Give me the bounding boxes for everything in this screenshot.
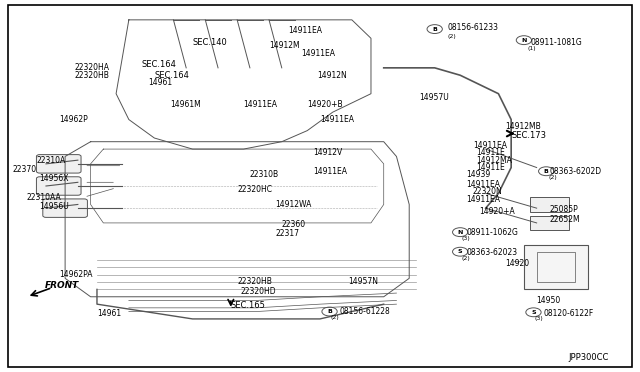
Text: 14912V: 14912V bbox=[314, 148, 343, 157]
Text: 14961: 14961 bbox=[148, 78, 172, 87]
Text: 22310B: 22310B bbox=[250, 170, 279, 179]
Text: 22320HD: 22320HD bbox=[241, 287, 276, 296]
Text: 14911EA: 14911EA bbox=[288, 26, 322, 35]
Bar bbox=[531, 197, 568, 212]
Text: 22317: 22317 bbox=[275, 230, 300, 238]
Text: 14911EA: 14911EA bbox=[467, 180, 500, 189]
Text: 22320N: 22320N bbox=[473, 187, 502, 196]
Text: 08911-1062G: 08911-1062G bbox=[467, 228, 518, 237]
Text: FRONT: FRONT bbox=[45, 281, 79, 290]
Text: 08156-61228: 08156-61228 bbox=[339, 307, 390, 316]
Text: 14911EA: 14911EA bbox=[301, 49, 335, 58]
Text: 14939: 14939 bbox=[467, 170, 491, 179]
FancyBboxPatch shape bbox=[36, 155, 81, 173]
Text: 14912WA: 14912WA bbox=[275, 200, 312, 209]
Text: 22310AA: 22310AA bbox=[27, 193, 61, 202]
Text: 14920+B: 14920+B bbox=[307, 100, 343, 109]
Text: B: B bbox=[327, 309, 332, 314]
Text: 14911EA: 14911EA bbox=[473, 141, 507, 150]
Bar bbox=[524, 245, 588, 289]
Text: 14962P: 14962P bbox=[59, 115, 88, 124]
Text: 14911EA: 14911EA bbox=[314, 167, 348, 176]
Text: (2): (2) bbox=[447, 34, 456, 39]
Text: 08120-6122F: 08120-6122F bbox=[543, 309, 593, 318]
Text: 14912MA: 14912MA bbox=[476, 155, 512, 165]
Text: 14956X: 14956X bbox=[40, 174, 69, 183]
Text: SEC.173: SEC.173 bbox=[511, 131, 546, 140]
Text: JPP300CC: JPP300CC bbox=[568, 353, 609, 362]
Text: 14957N: 14957N bbox=[349, 278, 379, 286]
Text: 14911E: 14911E bbox=[476, 163, 505, 172]
Text: S: S bbox=[458, 249, 463, 254]
Text: 08363-6202D: 08363-6202D bbox=[549, 167, 602, 176]
Text: (3): (3) bbox=[461, 236, 470, 241]
Text: 14911EA: 14911EA bbox=[467, 195, 500, 204]
Bar bbox=[531, 215, 568, 230]
Text: SEC.165: SEC.165 bbox=[231, 301, 266, 311]
Text: B: B bbox=[544, 169, 548, 174]
Text: (2): (2) bbox=[461, 256, 470, 261]
Text: 08911-1081G: 08911-1081G bbox=[531, 38, 582, 46]
Text: 14911EA: 14911EA bbox=[244, 100, 278, 109]
Text: 22320HA: 22320HA bbox=[75, 63, 109, 72]
Text: 14950: 14950 bbox=[537, 296, 561, 305]
Text: 14957U: 14957U bbox=[419, 93, 449, 102]
Text: N: N bbox=[521, 38, 527, 43]
Text: (1): (1) bbox=[527, 46, 536, 51]
Text: N: N bbox=[458, 230, 463, 235]
Text: S: S bbox=[531, 310, 536, 315]
Text: 22320HB: 22320HB bbox=[237, 278, 272, 286]
FancyBboxPatch shape bbox=[43, 199, 88, 217]
Text: 14912M: 14912M bbox=[269, 41, 300, 50]
Bar bbox=[537, 253, 575, 282]
Text: 22310A: 22310A bbox=[36, 155, 66, 165]
Text: 08363-62023: 08363-62023 bbox=[467, 248, 518, 257]
Text: 14962PA: 14962PA bbox=[59, 270, 92, 279]
FancyBboxPatch shape bbox=[36, 177, 81, 195]
Text: (2): (2) bbox=[331, 315, 340, 320]
Text: 14961M: 14961M bbox=[170, 100, 201, 109]
Text: 14911EA: 14911EA bbox=[320, 115, 354, 124]
Text: SEC.164: SEC.164 bbox=[141, 60, 177, 69]
Text: 14912N: 14912N bbox=[317, 71, 347, 80]
Text: 14912MB: 14912MB bbox=[505, 122, 541, 131]
Text: 22360: 22360 bbox=[282, 220, 306, 229]
Text: 14920+A: 14920+A bbox=[479, 207, 515, 217]
Text: (3): (3) bbox=[535, 317, 543, 321]
Text: SEC.164: SEC.164 bbox=[154, 71, 189, 80]
Text: 22320HB: 22320HB bbox=[75, 71, 109, 80]
Text: 14920: 14920 bbox=[505, 259, 529, 268]
Text: 14911E: 14911E bbox=[476, 148, 505, 157]
Text: 14956U: 14956U bbox=[40, 202, 69, 211]
Text: 14961: 14961 bbox=[97, 309, 121, 318]
Text: 22320HC: 22320HC bbox=[237, 185, 272, 194]
Text: 22652M: 22652M bbox=[549, 215, 580, 224]
Text: SEC.140: SEC.140 bbox=[193, 38, 227, 46]
Text: B: B bbox=[432, 26, 437, 32]
Text: 08156-61233: 08156-61233 bbox=[447, 23, 499, 32]
Text: 22370: 22370 bbox=[13, 165, 37, 174]
Text: 25085P: 25085P bbox=[549, 205, 578, 215]
Text: (2): (2) bbox=[548, 175, 557, 180]
